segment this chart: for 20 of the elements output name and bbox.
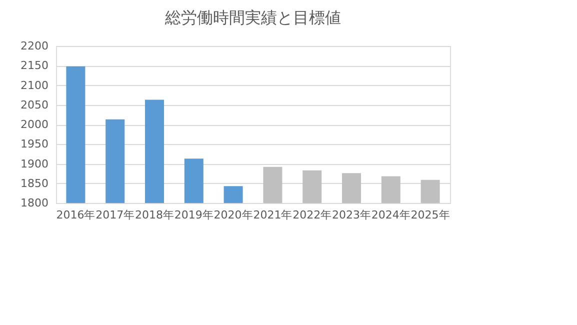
x-tick-label: 2025年 bbox=[410, 208, 450, 222]
y-tick-label: 2200 bbox=[20, 40, 48, 52]
x-tick-label: 2020年 bbox=[214, 208, 253, 222]
x-tick-label: 2018年 bbox=[135, 208, 174, 222]
y-tick-label: 1950 bbox=[20, 138, 48, 151]
y-tick-label: 1900 bbox=[20, 157, 48, 170]
x-tick-label: 2017年 bbox=[96, 208, 135, 222]
y-tick-label: 2100 bbox=[20, 78, 48, 92]
chart-title: 総労働時間実績と目標値 bbox=[164, 8, 341, 27]
y-tick-label: 2000 bbox=[20, 118, 48, 131]
y-tick-label: 1850 bbox=[20, 176, 48, 190]
y-tick-label: 1800 bbox=[20, 196, 48, 210]
x-tick-label: 2019年 bbox=[174, 208, 214, 222]
x-tick-label: 2016年 bbox=[56, 208, 96, 222]
x-tick-label: 2021年 bbox=[253, 208, 292, 222]
y-tick-label: 2150 bbox=[20, 59, 48, 72]
x-tick-label: 2023年 bbox=[332, 208, 371, 222]
y-tick-label: 2050 bbox=[20, 98, 48, 112]
x-tick-label: 2024年 bbox=[371, 208, 410, 222]
x-tick-label: 2022年 bbox=[292, 208, 332, 222]
